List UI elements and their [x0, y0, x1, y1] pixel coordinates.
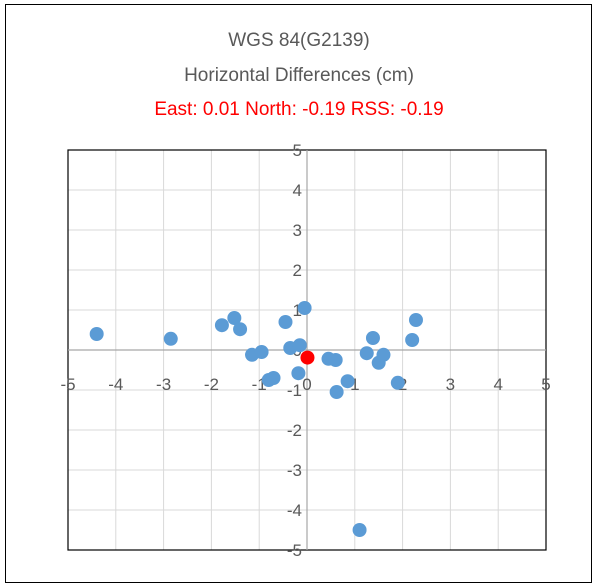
data-point — [163, 331, 178, 346]
data-point — [352, 523, 367, 537]
y-tick-label: -3 — [287, 461, 302, 480]
data-point — [405, 333, 420, 347]
y-tick-label: -2 — [287, 421, 302, 440]
data-point — [233, 322, 248, 337]
y-tick-label: 2 — [293, 261, 302, 280]
chart-frame — [5, 4, 592, 583]
data-point — [89, 327, 104, 341]
data-point — [329, 385, 344, 399]
data-point — [328, 353, 343, 367]
x-tick-label: 0 — [302, 375, 311, 394]
x-tick-label: 3 — [446, 375, 455, 394]
data-point — [376, 347, 391, 362]
x-tick-label: -3 — [156, 375, 171, 394]
x-tick-label: 4 — [493, 375, 502, 394]
data-point — [297, 301, 312, 315]
y-tick-label: -5 — [287, 541, 302, 560]
data-point — [214, 318, 229, 333]
data-point — [291, 366, 306, 381]
y-tick-label: 5 — [293, 141, 302, 160]
y-tick-label: -4 — [287, 501, 302, 520]
x-tick-label: -2 — [204, 375, 219, 394]
chart-summary: East: 0.01 North: -0.19 RSS: -0.19 — [154, 99, 444, 120]
x-tick-label: 1 — [350, 375, 359, 394]
data-point — [254, 345, 269, 359]
y-tick-label: -1 — [287, 381, 302, 400]
data-point — [408, 313, 423, 327]
data-point — [227, 311, 242, 325]
data-point — [390, 375, 405, 390]
data-point — [359, 346, 374, 361]
data-point — [340, 374, 355, 389]
mean-point — [300, 350, 315, 365]
y-tick-label: 3 — [293, 221, 302, 240]
data-point — [292, 338, 307, 353]
data-point — [365, 331, 380, 345]
x-tick-label: 5 — [541, 375, 550, 394]
y-tick-label: 1 — [293, 301, 302, 320]
x-tick-label: -4 — [108, 375, 123, 394]
data-point — [278, 315, 293, 329]
chart-title: WGS 84(G2139) — [228, 30, 370, 51]
x-tick-label: -5 — [60, 375, 75, 394]
chart-subtitle: Horizontal Differences (cm) — [184, 65, 414, 86]
data-point — [266, 371, 281, 385]
y-tick-label: 4 — [293, 181, 302, 200]
